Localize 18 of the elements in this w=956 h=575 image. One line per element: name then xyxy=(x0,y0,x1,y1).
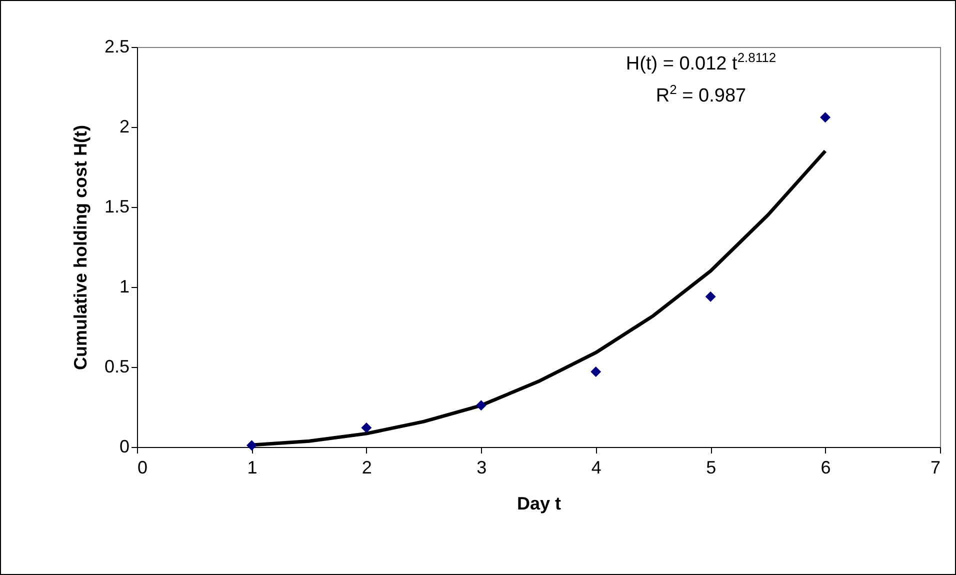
x-tick-label: 2 xyxy=(362,458,372,478)
x-tick-label: 7 xyxy=(930,458,940,478)
y-tick-label: 1.5 xyxy=(104,196,130,216)
x-tick-label: 4 xyxy=(591,458,602,478)
x-tick-label: 0 xyxy=(138,458,148,478)
x-tick-label: 5 xyxy=(706,458,716,478)
x-tick-label: 3 xyxy=(476,458,487,478)
y-tick-label: 0.5 xyxy=(104,356,130,376)
y-axis-title: Cumulative holding cost H(t) xyxy=(70,125,90,370)
x-tick-label: 6 xyxy=(820,458,831,478)
y-tick-label: 1 xyxy=(119,276,130,296)
y-tick-label: 2 xyxy=(119,116,130,136)
x-axis-title: Day t xyxy=(516,494,562,514)
annotation: R$^{2}$ = 0.987 xyxy=(654,81,748,109)
annotation: H(t) = 0.012 t$^{2.8112}$ xyxy=(624,49,778,76)
x-tick-label: 1 xyxy=(247,458,258,478)
y-tick-label: 0 xyxy=(119,436,130,456)
y-tick-label: 2.5 xyxy=(104,36,130,56)
